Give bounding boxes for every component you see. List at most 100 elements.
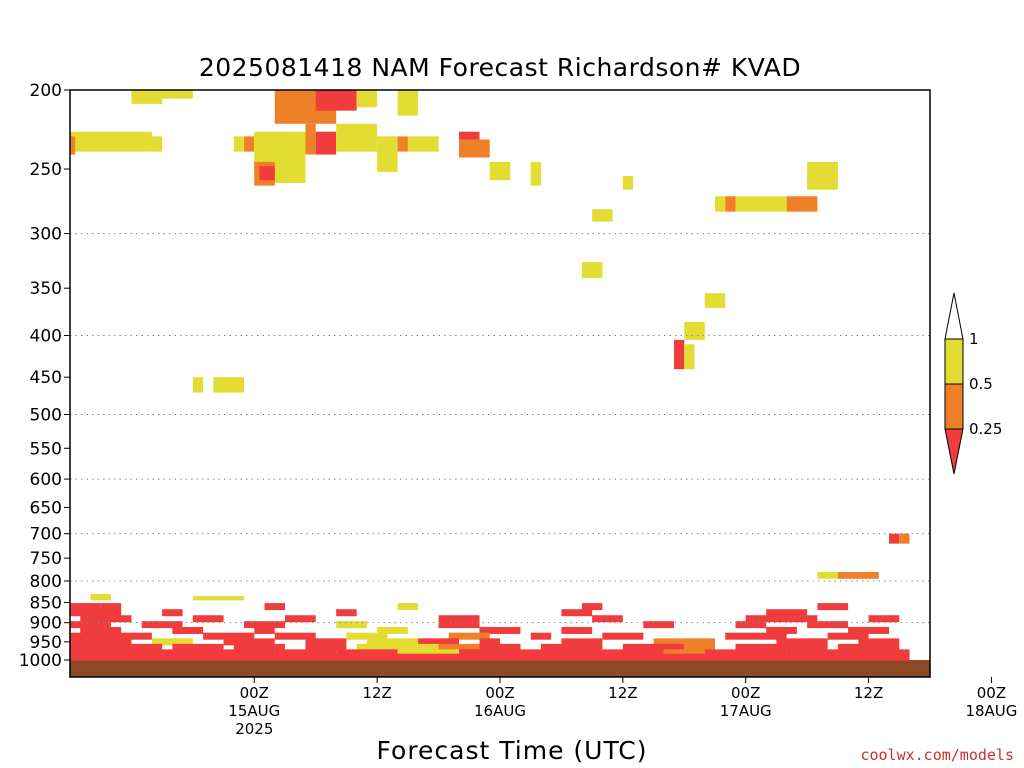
ri-cell [315,131,337,155]
ri-cell [581,649,664,657]
ri-cell [704,293,726,308]
ri-cell [745,615,818,623]
ri-cell [622,643,685,651]
ri-cell [735,196,787,212]
colorbar-under-triangle [944,428,964,475]
ri-cell [817,603,849,611]
y-tick-label: 950 [30,633,62,653]
ri-cell [581,261,603,278]
y-tick-label: 750 [30,549,62,569]
ri-cell [684,344,695,370]
ri-cell [100,603,122,611]
x-tick-label: 12Z [608,684,637,702]
x-tick-label: 00Z [977,684,1006,702]
x-tick-label: 15AUG [228,702,280,720]
x-tick-label: 00Z [240,684,269,702]
ri-cell [653,638,715,646]
ri-cell [305,638,347,646]
colorbar-over-triangle [944,292,964,340]
y-tick-label: 200 [30,81,62,101]
ri-cell [807,621,849,629]
x-tick-label: 12Z [362,684,391,702]
ri-cell [305,643,347,651]
ri-cell [203,632,255,640]
ri-cell [223,638,275,646]
ri-cell [776,638,828,646]
ri-cell [285,615,316,623]
ri-cell [581,603,603,611]
ri-cell [233,643,285,651]
ri-cell [848,626,890,634]
ri-cell [233,136,245,152]
y-tick-label: 600 [30,470,62,490]
ri-cell [141,621,183,629]
ri-cell [786,196,818,212]
ri-cell [397,649,460,657]
y-tick-label: 900 [30,614,62,634]
ri-cell [192,596,245,601]
ri-cell [70,603,101,611]
x-tick-label: 00Z [731,684,760,702]
ri-cell [807,161,838,190]
ri-cell [377,136,398,172]
ri-cell [766,626,797,634]
ri-cell [244,621,285,629]
y-tick-label: 500 [30,406,62,426]
ri-cell [592,615,623,623]
plot-area [70,90,930,677]
y-tick-label: 800 [30,572,62,592]
ri-cell [735,643,828,651]
ri-cell [530,632,552,640]
ri-cell [561,626,593,634]
colorbar-bin [944,338,964,385]
ri-cell [725,196,736,212]
ri-cell [837,572,879,579]
y-tick-label: 250 [30,160,62,180]
plot-frame [69,89,931,678]
ri-cell [315,90,357,111]
ri-cell [561,609,593,617]
ri-cell [448,632,490,640]
colorbar-tick-label: 0.5 [969,375,993,393]
ri-cell [70,643,163,651]
ri-cell [90,594,111,601]
ri-cell [704,649,787,657]
ri-cell [868,615,900,623]
y-tick-label: 350 [30,279,62,299]
ri-cell [643,621,675,629]
ri-cell [674,339,685,370]
ri-cell [397,136,408,152]
ri-cell [274,632,316,640]
chart-title: 2025081418 NAM Forecast Richardson# KVAD [199,53,801,82]
x-tick-label: 17AUG [720,702,772,720]
ri-cell [70,638,132,646]
colorbar-tick-label: 0.25 [969,420,1002,438]
ri-cell [192,615,224,623]
x-tick-label: 00Z [485,684,514,702]
ri-cell [889,533,900,544]
ri-cell [817,572,849,579]
ri-cell [131,90,193,99]
colorbar-bin [944,383,964,430]
ri-cell [80,615,132,623]
ri-cell [70,621,111,629]
ri-cell [459,649,582,657]
ri-cell [479,638,500,646]
ri-cell [336,123,378,152]
ri-cell [479,626,521,634]
ri-cell [397,90,419,116]
ri-cell [192,377,204,393]
ri-cell [244,136,255,152]
y-tick-label: 400 [30,326,62,346]
ri-cell [223,649,275,657]
ri-cell [858,638,900,646]
colorbar-tick-label: 1 [969,330,979,348]
ri-cell [715,196,726,212]
ri-cell [356,90,378,108]
y-tick-label: 1000 [19,651,62,671]
y-axis: 200 250 300 350 400 450 500 550 600 650 700 750 8008… [19,81,70,671]
ri-cell [336,621,367,629]
ri-cell [459,139,490,158]
